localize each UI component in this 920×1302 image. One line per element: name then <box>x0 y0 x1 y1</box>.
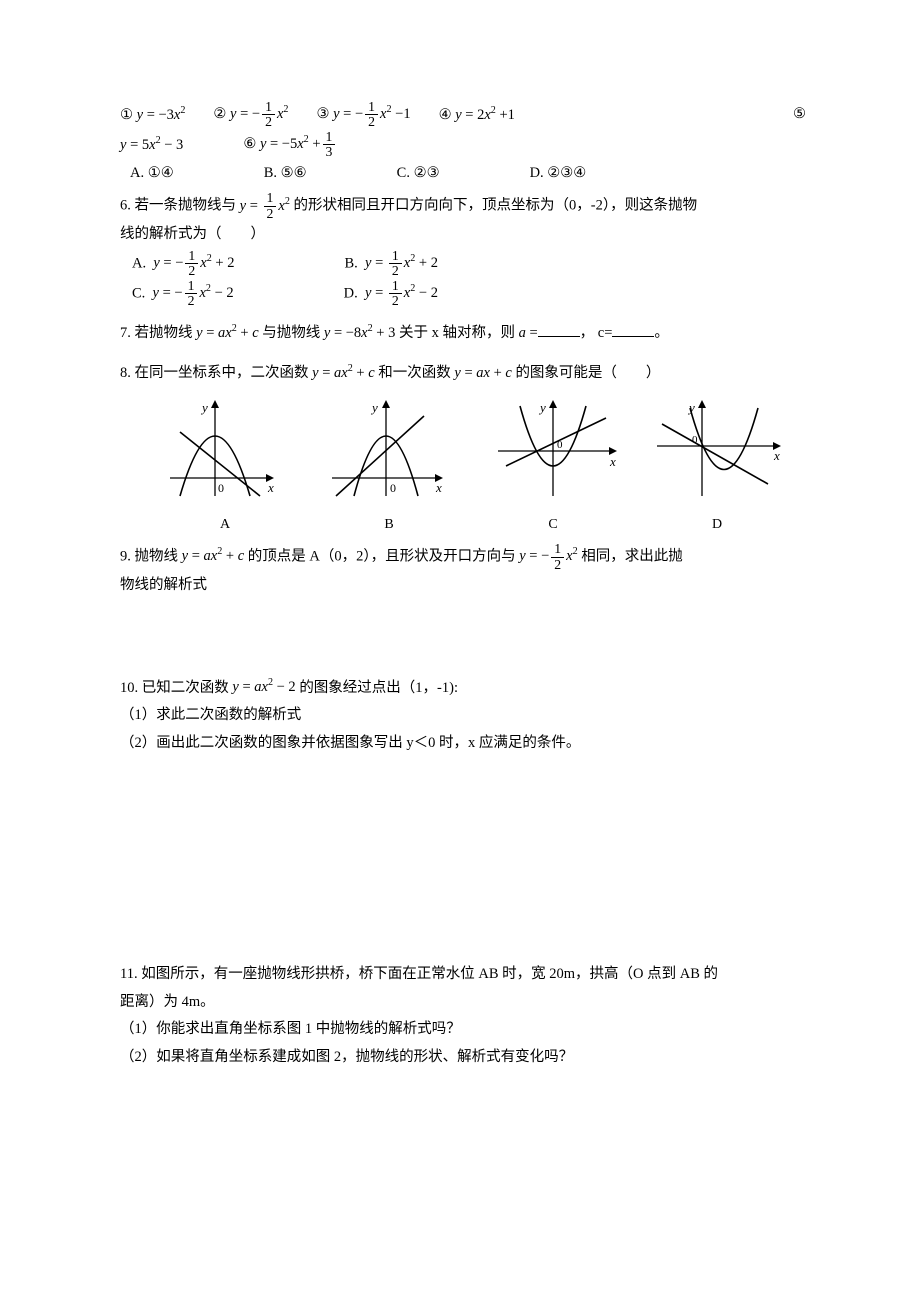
q9-eq1: y = ax2 + c <box>182 548 245 564</box>
q11-text-a: 如图所示，有一座抛物线形拱桥，桥下面在正常水位 AB 时，宽 20m，拱高（O … <box>141 966 718 982</box>
eq-opt-a: A. ①④ <box>130 160 174 188</box>
eq-list-row-2: y = 5x2 − 3 ⑥ y = −5x2 +13 <box>120 130 810 160</box>
q9-eq2: y = −12x2 <box>519 548 577 564</box>
q7-eq1: y = ax2 + c <box>196 325 259 341</box>
q6-opt-c-label: C. <box>132 285 145 301</box>
q7-blank-2 <box>612 320 654 337</box>
q11: 11. 如图所示，有一座抛物线形拱桥，桥下面在正常水位 AB 时，宽 20m，拱… <box>120 961 810 989</box>
eq-list-options: A. ①④ B. ⑤⑥ C. ②③ D. ②③④ <box>120 160 810 188</box>
chart-a-label: A <box>150 512 300 539</box>
eq-6-label: ⑥ <box>243 131 256 159</box>
eq-1: ① y = −3x2 <box>120 101 185 129</box>
q6-opt-d-label: D. <box>344 285 358 301</box>
q7-var1: a <box>519 325 526 341</box>
eq-opt-d: D. ②③④ <box>530 160 587 188</box>
q6-options-row-1: A. y = −12x2 + 2 B. y = 12x2 + 2 <box>120 249 810 279</box>
q6-text-c: 线的解析式为（ ） <box>120 221 810 249</box>
q6-text-b: 的形状相同且开口方向向下，顶点坐标为（0，-2），则这条抛物 <box>294 198 698 214</box>
q9-num: 9. <box>120 548 131 564</box>
svg-text:y: y <box>370 400 378 415</box>
gap-1 <box>120 600 810 670</box>
q6-opt-c: C. y = −12x2 − 2 <box>132 279 234 309</box>
eq-5-label-right: ⑤ <box>793 101 806 129</box>
q6-opt-d: D. y = 12x2 − 2 <box>344 279 438 309</box>
q6-opt-a: A. y = −12x2 + 2 <box>132 249 234 279</box>
q9: 9. 抛物线 y = ax2 + c 的顶点是 A（0，2），且形状及开口方向与… <box>120 542 810 572</box>
svg-text:0: 0 <box>218 481 224 495</box>
q6-options-row-2: C. y = −12x2 − 2 D. y = 12x2 − 2 <box>120 279 810 309</box>
q10: 10. 已知二次函数 y = ax2 − 2 的图象经过点出（1，-1): <box>120 674 810 702</box>
q6: 6. 若一条抛物线与 y = 12x2 的形状相同且开口方向向下，顶点坐标为（0… <box>120 191 810 221</box>
q7-blank-1 <box>538 320 580 337</box>
q9-text-d: 物线的解析式 <box>120 572 810 600</box>
q7: 7. 若抛物线 y = ax2 + c 与抛物线 y = −8x2 + 3 关于… <box>120 319 810 347</box>
q9-text-a: 抛物线 <box>135 548 179 564</box>
q6-opt-b-label: B. <box>344 255 357 271</box>
svg-text:x: x <box>435 480 442 495</box>
q11-sub1: （1）你能求出直角坐标系图 1 中抛物线的解析式吗？ <box>120 1016 810 1044</box>
q10-text-a: 已知二次函数 <box>142 679 229 695</box>
q7-num: 7. <box>120 325 131 341</box>
q11-num: 11. <box>120 966 138 982</box>
eq-3-label: ③ <box>316 101 329 129</box>
eq-5: y = 5x2 − 3 <box>120 131 183 159</box>
q6-text-a: 若一条抛物线与 <box>135 198 237 214</box>
svg-text:x: x <box>267 480 274 495</box>
q10-text-b: 的图象经过点出（1，-1): <box>299 679 458 695</box>
chart-c: y x 0 C <box>478 396 628 539</box>
q7-end: 。 <box>654 325 669 341</box>
eq-opt-c: C. ②③ <box>397 160 440 188</box>
chart-c-label: C <box>478 512 628 539</box>
q8-eq2: y = ax + c <box>454 365 511 381</box>
q9-text-b: 的顶点是 A（0，2），且形状及开口方向与 <box>248 548 516 564</box>
chart-b: y x 0 B <box>314 396 464 539</box>
eq-4-label: ④ <box>439 102 452 130</box>
q8-text-c: 的图象可能是（ ） <box>515 365 660 381</box>
eq-3: ③ y = −12x2 −1 <box>316 100 410 130</box>
eq-6: ⑥ y = −5x2 +13 <box>243 130 337 160</box>
q8: 8. 在同一坐标系中，二次函数 y = ax2 + c 和一次函数 y = ax… <box>120 359 810 387</box>
q7-text-a: 若抛物线 <box>135 325 193 341</box>
q7-text-b: 与抛物线 <box>262 325 320 341</box>
svg-text:x: x <box>773 448 780 463</box>
chart-d: y x 0 D <box>642 396 792 539</box>
chart-b-label: B <box>314 512 464 539</box>
q9-text-c: 相同，求出此抛 <box>581 548 683 564</box>
q8-charts: y x 0 A y x 0 <box>120 396 810 539</box>
q6-num: 6. <box>120 198 131 214</box>
eq-opt-b: B. ⑤⑥ <box>264 160 307 188</box>
eq-list-row-1: ① y = −3x2 ② y = −12x2 ③ y = −12x2 −1 ④ … <box>120 100 810 130</box>
svg-text:0: 0 <box>390 481 396 495</box>
q11-text-b: 距离）为 4m。 <box>120 989 810 1017</box>
svg-text:y: y <box>200 400 208 415</box>
q10-sub1: （1）求此二次函数的解析式 <box>120 702 810 730</box>
q6-opt-b: B. y = 12x2 + 2 <box>344 249 438 279</box>
q10-sub2: （2）画出此二次函数的图象并依据图象写出 y＜0 时，x 应满足的条件。 <box>120 730 810 758</box>
eq-2-label: ② <box>213 101 226 129</box>
q8-text-a: 在同一坐标系中，二次函数 <box>135 365 309 381</box>
eq-4: ④ y = 2x2 +1 <box>439 101 515 129</box>
q11-sub2: （2）如果将直角坐标系建成如图 2，抛物线的形状、解析式有变化吗？ <box>120 1044 810 1072</box>
q8-num: 8. <box>120 365 131 381</box>
q10-num: 10. <box>120 679 138 695</box>
q6-opt-a-label: A. <box>132 255 146 271</box>
q6-ref-eq: y = 12x2 <box>240 198 290 214</box>
q7-sep: ， c= <box>580 325 613 341</box>
q8-text-b: 和一次函数 <box>378 365 451 381</box>
svg-text:y: y <box>538 400 546 415</box>
q8-eq1: y = ax2 + c <box>312 365 375 381</box>
svg-text:x: x <box>609 454 616 469</box>
chart-d-label: D <box>642 512 792 539</box>
eq-2: ② y = −12x2 <box>213 100 288 130</box>
q10-eq: y = ax2 − 2 <box>232 679 295 695</box>
q7-eq2: y = −8x2 + 3 <box>324 325 395 341</box>
page: ① y = −3x2 ② y = −12x2 ③ y = −12x2 −1 ④ … <box>0 0 920 1151</box>
q7-text-c: 关于 x 轴对称，则 <box>399 325 515 341</box>
eq-1-label: ① <box>120 102 133 130</box>
gap-2 <box>120 757 810 957</box>
chart-a: y x 0 A <box>150 396 300 539</box>
